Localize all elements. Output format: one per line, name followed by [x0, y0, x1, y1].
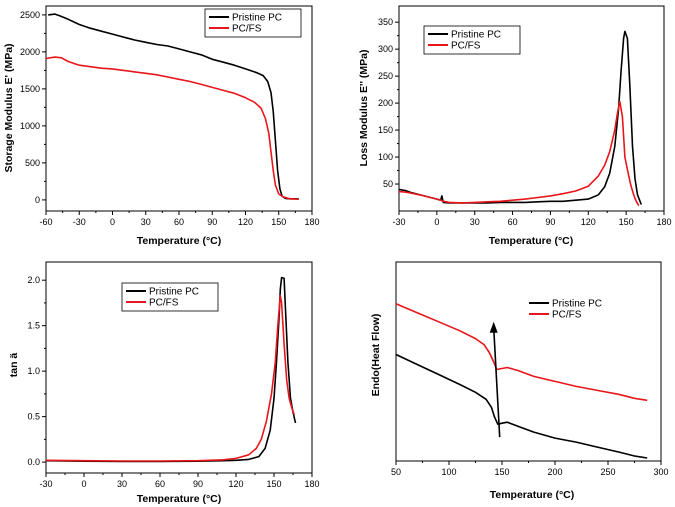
y-tick-label: 1500: [20, 84, 40, 94]
x-tick-label: 90: [193, 479, 203, 489]
series-line-pc-fs: [45, 294, 296, 462]
x-axis-label: Temperature (°C): [489, 235, 574, 247]
y-tick-label: 200: [378, 98, 393, 108]
legend-label: Pristine PC: [552, 299, 602, 310]
transition-arrow-icon: [489, 321, 498, 333]
y-tick-label: 100: [378, 152, 393, 162]
x-axis-label: Temperature (°C): [137, 235, 222, 247]
y-tick-label: 2000: [20, 47, 40, 57]
x-tick-label: 150: [619, 217, 634, 227]
legend-label: PC/FS: [552, 310, 582, 321]
y-tick-label: 350: [378, 17, 393, 27]
y-tick-label: 50: [383, 179, 393, 189]
legend-label: Pristine PC: [451, 30, 501, 41]
x-tick-label: -30: [39, 479, 52, 489]
y-axis-label: tan ä: [8, 353, 20, 378]
y-axis-label: Loss Modulus E'' (MPa): [358, 50, 370, 167]
x-tick-label: 100: [441, 467, 456, 477]
y-tick-label: 0.5: [27, 412, 40, 422]
y-tick-label: 2500: [20, 10, 40, 20]
series-line-pc-fs: [45, 56, 299, 200]
y-tick-label: 1.0: [27, 366, 40, 376]
x-axis-label: Temperature (°C): [490, 489, 575, 501]
x-tick-label: 150: [271, 217, 286, 227]
x-tick-label: 180: [656, 217, 671, 227]
y-tick-label: 2.0: [27, 275, 40, 285]
chart-storage: -60 -30 0 30 60 90 120 150 180 0 500 1000 1500 2000 25…: [3, 5, 320, 247]
y-tick-label: 1000: [20, 121, 40, 131]
legend-box: [121, 282, 219, 312]
y-axis-label: Endo(Heat Flow): [370, 314, 382, 397]
x-tick-label: 60: [508, 217, 518, 227]
chart-tand: -30 0 30 60 90 120 150 180 0.0 0.5 1.0 1.5 2.0 Pristi…: [8, 261, 320, 505]
x-tick-label: 300: [653, 467, 668, 477]
x-tick-label: 0: [110, 217, 115, 227]
y-tick-label: 0: [35, 195, 40, 205]
y-axis-label: Storage Modulus E' (MPa): [3, 43, 15, 172]
series-line-pristine-pc: [48, 13, 299, 200]
x-tick-label: 30: [141, 217, 151, 227]
legend-box: [423, 25, 521, 55]
x-tick-label: -60: [39, 217, 52, 227]
x-tick-label: 90: [207, 217, 217, 227]
x-tick-label: 0: [434, 217, 439, 227]
series-line-pristine-pc: [398, 30, 643, 205]
x-tick-label: 50: [391, 467, 401, 477]
x-tick-label: 60: [155, 479, 165, 489]
x-tick-label: 200: [547, 467, 562, 477]
x-tick-label: 150: [266, 479, 281, 489]
series-line-pc-fs: [395, 303, 648, 402]
legend-label: PC/FS: [232, 24, 262, 35]
x-tick-label: 120: [581, 217, 596, 227]
series-line-pristine-pc: [395, 353, 648, 459]
x-tick-label: 120: [238, 217, 253, 227]
x-tick-label: 120: [228, 479, 243, 489]
legend-box: [204, 8, 302, 38]
x-tick-label: 60: [174, 217, 184, 227]
x-tick-label: 0: [81, 479, 86, 489]
x-tick-label: 250: [600, 467, 615, 477]
x-tick-label: -30: [73, 217, 86, 227]
x-tick-label: 150: [494, 467, 509, 477]
x-tick-label: 30: [470, 217, 480, 227]
y-tick-label: 500: [25, 158, 40, 168]
chart-loss: -30 0 30 60 90 120 150 180 50 100 150 200 250 300 350 P…: [358, 5, 672, 247]
y-tick-label: 150: [378, 125, 393, 135]
series-line-pc-fs: [398, 100, 640, 207]
x-tick-label: 90: [545, 217, 555, 227]
transition-arrow-shaft: [492, 327, 501, 438]
legend-label: PC/FS: [451, 41, 481, 52]
y-tick-label: 1.5: [27, 321, 40, 331]
y-tick-label: 0.0: [27, 457, 40, 467]
y-tick-label: 300: [378, 44, 393, 54]
x-tick-label: 180: [304, 479, 319, 489]
legend-label: Pristine PC: [232, 13, 282, 24]
legend-label: Pristine PC: [149, 287, 199, 298]
plot-frame: [395, 261, 662, 462]
x-tick-label: 30: [117, 479, 127, 489]
y-tick-label: 250: [378, 71, 393, 81]
legend-label: PC/FS: [149, 298, 179, 309]
x-axis-label: Temperature (°C): [137, 493, 222, 505]
x-tick-label: 180: [304, 217, 319, 227]
x-tick-label: -30: [392, 217, 405, 227]
